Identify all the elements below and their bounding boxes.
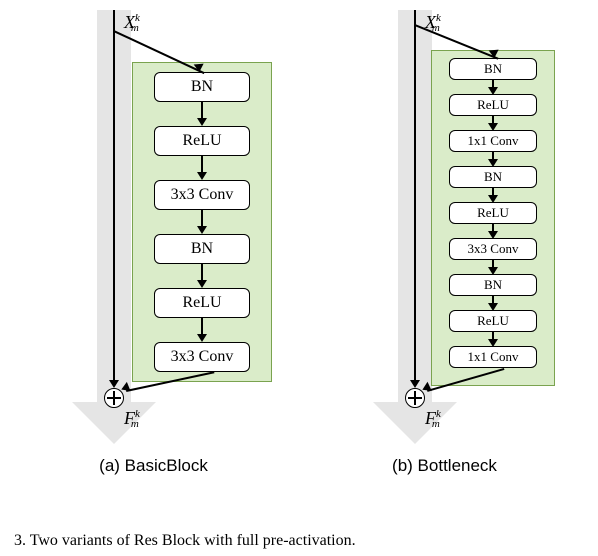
panel-bottleneck-inner: BN ReLU 1x1 Conv BN ReLU 3x3 Conv BN ReL…	[299, 10, 590, 450]
op-conv3x3-2: 3x3 Conv	[154, 342, 250, 372]
output-sub: m	[432, 418, 440, 430]
op-connector	[201, 156, 203, 172]
panel-basicblock-inner: BN ReLU 3x3 Conv BN ReLU 3x3 Conv	[8, 10, 299, 450]
op-connector-head	[488, 231, 498, 239]
op-connector	[492, 116, 494, 123]
op-connector	[201, 210, 203, 226]
op-connector-head	[488, 159, 498, 167]
op-bn-1: BN	[154, 72, 250, 102]
add-icon	[405, 388, 425, 408]
op-connector	[201, 264, 203, 280]
op-conv1x1-1: 1x1 Conv	[449, 130, 537, 152]
figure-caption: 3. Two variants of Res Block with full p…	[14, 532, 356, 550]
figure: BN ReLU 3x3 Conv BN ReLU 3x3 Conv	[0, 0, 598, 556]
op-bn-2: BN	[449, 166, 537, 188]
op-connector	[201, 102, 203, 118]
split-line-head	[194, 64, 205, 73]
op-bn-2: BN	[154, 234, 250, 264]
op-connector-head	[488, 123, 498, 131]
op-connector-head	[488, 87, 498, 95]
op-bn-1: BN	[449, 58, 537, 80]
op-relu-2: ReLU	[154, 288, 250, 318]
op-connector	[201, 318, 203, 334]
op-conv1x1-2: 1x1 Conv	[449, 346, 537, 368]
split-line-head	[489, 50, 500, 59]
input-sub: m	[131, 22, 139, 34]
output-label: Fkm	[124, 408, 148, 432]
panels-row: BN ReLU 3x3 Conv BN ReLU 3x3 Conv	[0, 0, 598, 480]
panel-basicblock: BN ReLU 3x3 Conv BN ReLU 3x3 Conv	[8, 10, 299, 476]
op-connector-head	[197, 334, 207, 342]
identity-line	[113, 10, 115, 380]
op-connector	[492, 80, 494, 87]
op-relu-2: ReLU	[449, 202, 537, 224]
input-sub: m	[432, 22, 440, 34]
identity-line-head	[410, 380, 420, 388]
op-connector-head	[197, 118, 207, 126]
add-icon	[104, 388, 124, 408]
op-connector-head	[197, 172, 207, 180]
op-conv3x3: 3x3 Conv	[449, 238, 537, 260]
op-connector	[492, 332, 494, 339]
output-sub: m	[131, 418, 139, 430]
op-connector-head	[197, 226, 207, 234]
output-label: Fkm	[425, 408, 449, 432]
identity-line	[414, 10, 416, 380]
op-relu-1: ReLU	[449, 94, 537, 116]
op-connector	[492, 188, 494, 195]
panel-bottleneck-caption: (b) Bottleneck	[392, 456, 497, 476]
panel-bottleneck: BN ReLU 1x1 Conv BN ReLU 3x3 Conv BN ReL…	[299, 10, 590, 476]
op-connector-head	[197, 280, 207, 288]
identity-line-head	[109, 380, 119, 388]
input-label: Xkm	[425, 12, 449, 36]
op-relu-3: ReLU	[449, 310, 537, 332]
op-connector-head	[488, 303, 498, 311]
op-conv3x3-1: 3x3 Conv	[154, 180, 250, 210]
op-bn-3: BN	[449, 274, 537, 296]
op-connector	[492, 260, 494, 267]
op-connector	[492, 224, 494, 231]
op-connector	[492, 296, 494, 303]
input-label: Xkm	[124, 12, 148, 36]
op-connector-head	[488, 339, 498, 347]
op-connector-head	[488, 195, 498, 203]
op-connector-head	[488, 267, 498, 275]
op-connector	[492, 152, 494, 159]
panel-basicblock-caption: (a) BasicBlock	[99, 456, 208, 476]
op-relu-1: ReLU	[154, 126, 250, 156]
